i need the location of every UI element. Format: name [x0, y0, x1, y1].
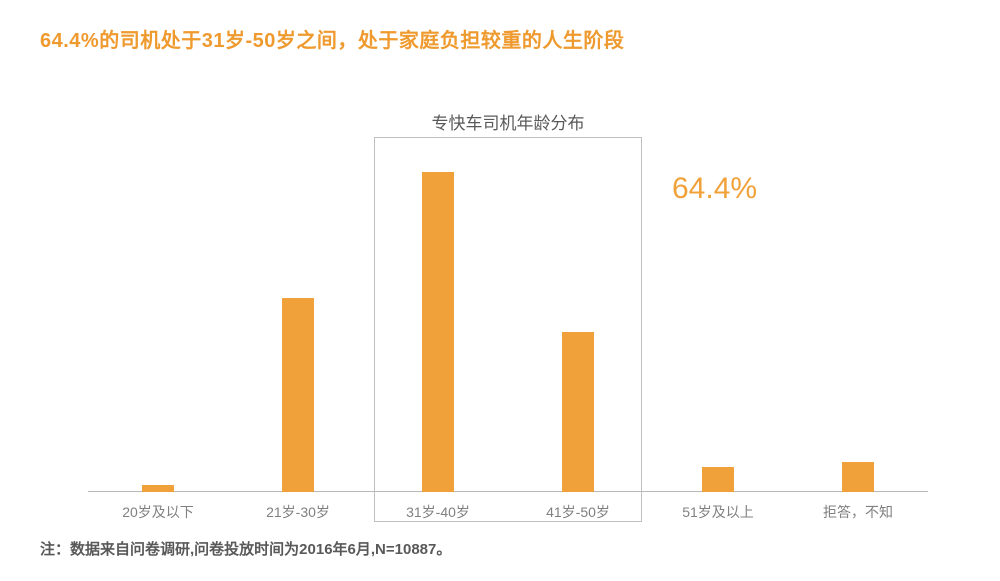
- chart-bar: [702, 467, 734, 492]
- chart-x-label: 拒答，不知: [788, 502, 928, 522]
- chart-bar: [562, 332, 594, 492]
- chart-bar: [142, 485, 174, 492]
- chart-x-label: 31岁-40岁: [368, 502, 508, 522]
- chart-title: 专快车司机年龄分布: [88, 109, 928, 134]
- chart-x-labels: 20岁及以下21岁-30岁31岁-40岁41岁-50岁51岁及以上拒答，不知: [88, 502, 928, 526]
- chart-bar: [422, 172, 454, 492]
- chart-x-label: 21岁-30岁: [228, 502, 368, 522]
- chart-baseline: [88, 491, 928, 492]
- chart-bar: [842, 462, 874, 492]
- chart-footnote: 注：数据来自问卷调研,问卷投放时间为2016年6月,N=10887。: [40, 538, 451, 559]
- chart-x-label: 20岁及以下: [88, 502, 228, 522]
- chart-x-label: 41岁-50岁: [508, 502, 648, 522]
- chart-plot-area: [88, 157, 928, 492]
- page-title: 64.4%的司机处于31岁-50岁之间，处于家庭负担较重的人生阶段: [40, 24, 624, 53]
- chart-bar: [282, 298, 314, 492]
- chart-x-label: 51岁及以上: [648, 502, 788, 522]
- chart-callout: 64.4%: [672, 172, 757, 206]
